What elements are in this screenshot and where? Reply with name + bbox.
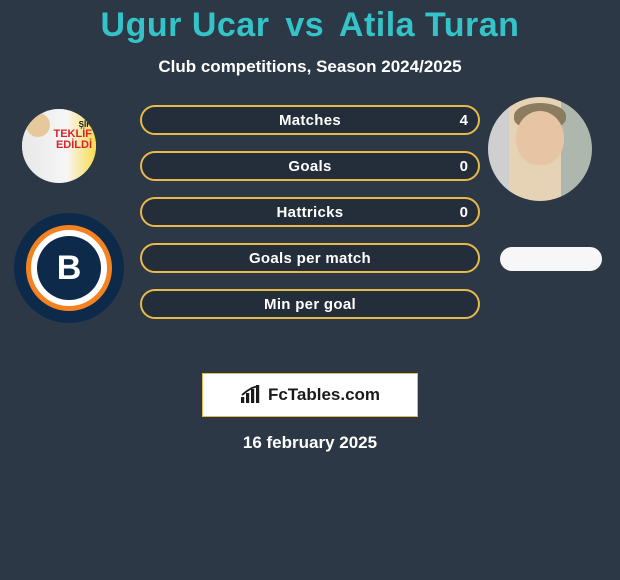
brand-chart-icon bbox=[240, 385, 262, 405]
club-badge: B 2014 bbox=[26, 225, 112, 311]
title-player2: Atila Turan bbox=[339, 6, 520, 44]
stat-bar: Matches4 bbox=[140, 105, 480, 135]
stat-bar-value: 0 bbox=[460, 153, 468, 179]
stat-bar-label: Matches bbox=[142, 107, 478, 133]
stat-bar-label: Min per goal bbox=[142, 291, 478, 317]
club-year: 2014 bbox=[63, 291, 74, 297]
stat-bars: Matches4Goals0Hattricks0Goals per matchM… bbox=[140, 105, 480, 335]
title-vs: vs bbox=[285, 6, 324, 44]
player2-club-logo bbox=[500, 247, 602, 271]
stat-bar: Hattricks0 bbox=[140, 197, 480, 227]
comparison-area: ŞİK TEKLİF EDİLDİ B 2014 Matches4Goals0H… bbox=[0, 105, 620, 355]
badge-line3: EDİLDİ bbox=[54, 140, 93, 151]
stat-bar-label: Hattricks bbox=[142, 199, 478, 225]
stat-bar-label: Goals bbox=[142, 153, 478, 179]
subtitle: Club competitions, Season 2024/2025 bbox=[0, 57, 620, 77]
player1-avatar: ŞİK TEKLİF EDİLDİ bbox=[22, 109, 96, 183]
stat-bar-value: 0 bbox=[460, 199, 468, 225]
player1-badge-text: ŞİK TEKLİF EDİLDİ bbox=[54, 121, 93, 151]
page-title: Ugur Ucar vs Atila Turan bbox=[0, 6, 620, 45]
date-text: 16 february 2025 bbox=[0, 433, 620, 453]
player1-club-logo: B 2014 bbox=[14, 213, 124, 323]
stat-bar-value: 4 bbox=[460, 107, 468, 133]
infographic-root: Ugur Ucar vs Atila Turan Club competitio… bbox=[0, 0, 620, 580]
stat-bar: Goals0 bbox=[140, 151, 480, 181]
player2-avatar bbox=[488, 97, 592, 201]
stat-bar: Min per goal bbox=[140, 289, 480, 319]
stat-bar: Goals per match bbox=[140, 243, 480, 273]
brand-box: FcTables.com bbox=[202, 373, 418, 417]
title-player1: Ugur Ucar bbox=[101, 6, 270, 44]
stat-bar-label: Goals per match bbox=[142, 245, 478, 271]
brand-text: FcTables.com bbox=[268, 385, 380, 405]
